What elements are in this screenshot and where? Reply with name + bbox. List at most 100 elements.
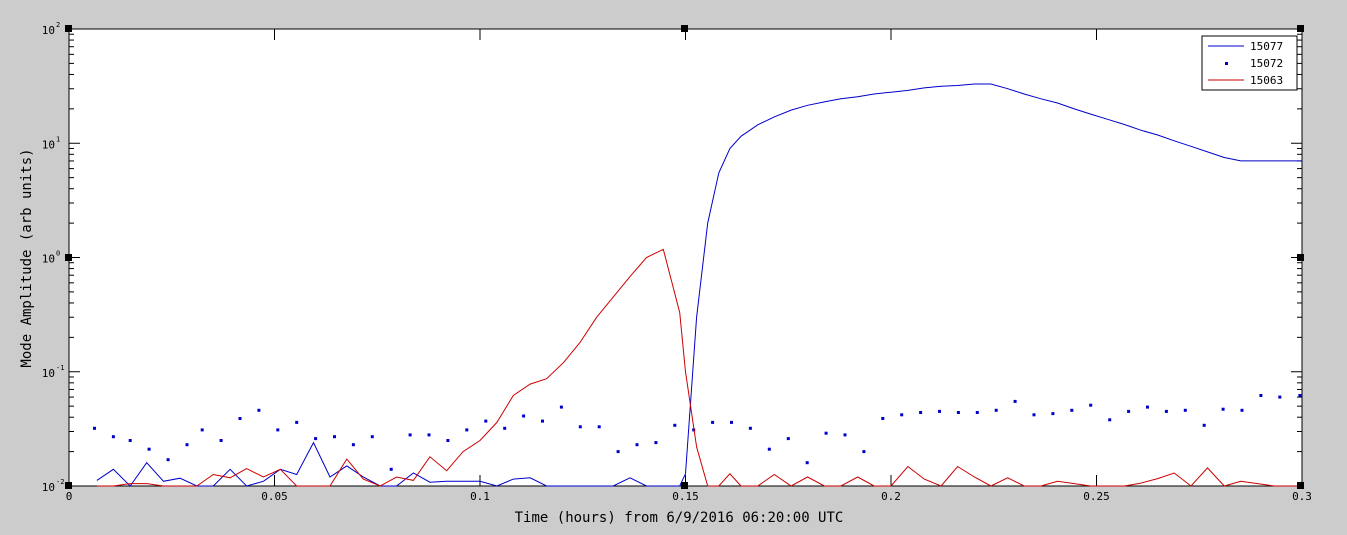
legend-box xyxy=(1201,35,1298,91)
series-15072-point xyxy=(295,420,299,424)
series-15072-point xyxy=(314,437,318,441)
x-tick-label: 0.2 xyxy=(881,490,901,503)
series-15072-point xyxy=(465,428,469,432)
series-15072-point xyxy=(522,414,526,418)
series-15072-point xyxy=(881,417,885,420)
x-axis-label: Time (hours) from 6/9/2016 06:20:00 UTC xyxy=(515,510,844,526)
series-15072-point xyxy=(1183,408,1187,412)
series-15072-point xyxy=(1221,407,1225,411)
series-15072-point xyxy=(1164,409,1168,413)
series-15072-point xyxy=(559,405,563,409)
series-15072-point xyxy=(219,439,223,442)
y-tick-label: 10 xyxy=(42,138,55,151)
selection-handle[interactable] xyxy=(1297,254,1304,261)
series-15072-point xyxy=(1051,412,1055,416)
legend[interactable]: 15077 15072 15063 xyxy=(1201,35,1298,91)
series-15072-point xyxy=(185,443,189,447)
series-15072-point xyxy=(1032,413,1036,417)
series-15072-point xyxy=(257,408,261,412)
series-15072-point xyxy=(351,443,355,447)
series-15072-point xyxy=(1298,394,1302,397)
series-15072-point xyxy=(1278,395,1282,399)
series-15072-point xyxy=(824,431,828,435)
series-15072-point xyxy=(938,409,941,413)
x-tick-label: 0.05 xyxy=(261,490,288,503)
series-15072-point xyxy=(616,450,620,454)
y-axis-label: Mode Amplitude (arb units) xyxy=(19,148,35,367)
plot-area xyxy=(68,28,1303,487)
x-tick-label: 0 xyxy=(66,490,73,503)
selection-handle[interactable] xyxy=(1297,482,1304,489)
series-15072-point xyxy=(1089,403,1093,407)
series-15072-point xyxy=(654,441,658,445)
series-15072-point xyxy=(956,411,960,414)
series-15072-point xyxy=(1146,405,1149,409)
series-15072-point xyxy=(427,433,431,437)
series-15072-point xyxy=(1259,394,1263,397)
legend-marker-15072 xyxy=(1225,62,1228,65)
x-tick-label: 0.25 xyxy=(1083,490,1110,503)
series-15072-point xyxy=(673,423,677,427)
series-15072-point xyxy=(147,447,151,451)
y-tick-label: 10 xyxy=(42,481,55,494)
y-tick-label: 10 xyxy=(42,367,55,380)
selection-handle[interactable] xyxy=(65,254,72,261)
series-15072-point xyxy=(541,419,544,423)
series-15072-point xyxy=(1013,399,1017,403)
selection-handle[interactable] xyxy=(681,482,688,489)
axis-ticks xyxy=(68,28,1303,487)
x-tick-label: 0.3 xyxy=(1292,490,1312,503)
selection-handle[interactable] xyxy=(65,25,72,32)
series-15072-point xyxy=(748,426,752,430)
series-15072-point xyxy=(238,417,242,420)
selection-handle[interactable] xyxy=(65,482,72,489)
series-15072-point xyxy=(805,461,809,465)
series-15072-point xyxy=(166,458,170,462)
series-15072-point xyxy=(333,435,336,439)
series-15072-point xyxy=(93,426,96,430)
series-15072-point xyxy=(994,408,998,412)
series-15072-point xyxy=(730,420,733,424)
series-15072-point xyxy=(578,425,582,429)
y-tick-exponent: 0 xyxy=(56,250,60,258)
y-tick-exponent: -2 xyxy=(56,478,64,486)
series-15072-point xyxy=(1070,408,1074,412)
series-15072-point xyxy=(711,420,715,424)
series-15072-point xyxy=(111,435,115,439)
y-tick-exponent: -1 xyxy=(56,364,64,372)
series-15072-point xyxy=(503,426,507,430)
series-15072-point xyxy=(919,411,923,414)
legend-label-15077: 15077 xyxy=(1250,40,1283,53)
x-tick-labels: 0 0.05 0.1 0.15 0.2 0.25 0.3 xyxy=(66,490,1312,503)
series-15072-point xyxy=(900,413,904,417)
series-15072-point xyxy=(1108,418,1112,422)
y-tick-label: 10 xyxy=(42,24,55,37)
series-15072-point xyxy=(1240,408,1244,412)
legend-label-15063: 15063 xyxy=(1250,74,1283,87)
selection-handles[interactable] xyxy=(65,25,1304,489)
y-tick-exponent: 2 xyxy=(56,21,60,29)
series-15072-point xyxy=(786,437,790,441)
series-15072-point xyxy=(597,425,601,429)
series-15072-point xyxy=(843,433,847,437)
y-tick-label: 10 xyxy=(42,253,55,266)
x-tick-label: 0.1 xyxy=(470,490,490,503)
legend-label-15072: 15072 xyxy=(1250,57,1283,70)
series-15072-point xyxy=(635,443,639,447)
series-15072-point xyxy=(767,447,771,451)
plot-series xyxy=(93,83,1302,487)
series-15072-point xyxy=(389,467,393,471)
series-15072-point xyxy=(975,411,979,414)
selection-handle[interactable] xyxy=(681,25,688,32)
series-15072-point xyxy=(484,419,488,423)
series-15072-point xyxy=(1202,423,1206,427)
series-15072-point xyxy=(408,433,412,437)
series-15072-point xyxy=(862,450,866,454)
x-tick-label: 0.15 xyxy=(672,490,699,503)
selection-handle[interactable] xyxy=(1297,25,1304,32)
series-15072-point xyxy=(1127,409,1131,413)
series-15072-point xyxy=(446,439,450,442)
series-15072-point xyxy=(200,428,204,432)
